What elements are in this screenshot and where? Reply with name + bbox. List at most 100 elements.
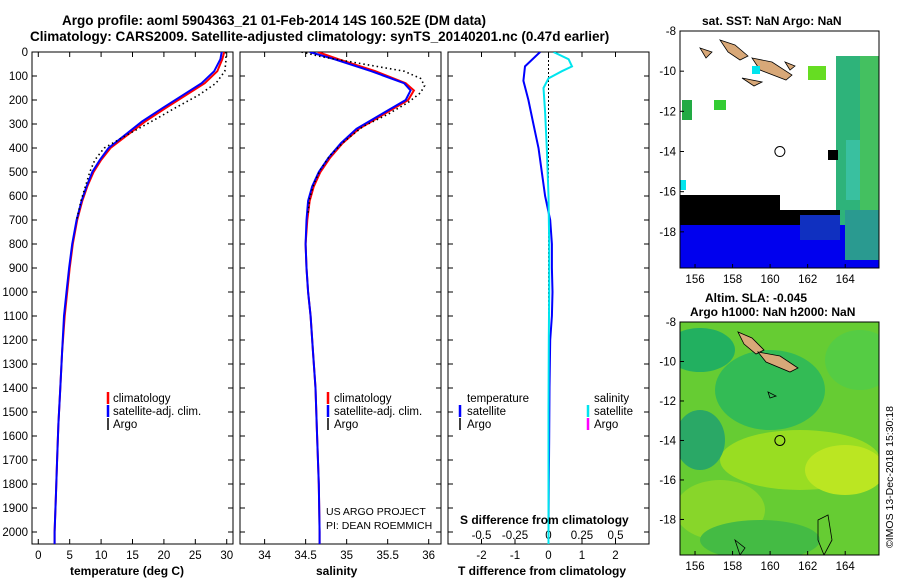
- project-credit: US ARGO PROJECT: [326, 506, 426, 518]
- map-lon-label: 162: [798, 561, 817, 573]
- series-line-satellite-adj-clim-: [53, 52, 223, 544]
- sst-pixel-block: [752, 66, 760, 74]
- x-tick-label: 2: [612, 550, 618, 562]
- sst-pixel-block: [682, 100, 692, 120]
- legend-argo-label: Argo: [334, 419, 358, 431]
- salinity-legend: climatology satellite-adj. clim. Argo: [326, 392, 422, 431]
- sst-pixel-block: [846, 140, 860, 200]
- depth-tick-labels: 0 100 200 300 400 500 600 700 800 900 1000 1100 1200…: [2, 47, 28, 539]
- x-tick-label: 30: [220, 550, 233, 562]
- island-shape: [719, 39, 749, 61]
- sla-map-title-1: Altim. SLA: -0.045: [705, 291, 807, 305]
- x-tick-label: 25: [189, 550, 202, 562]
- imos-credit: ©IMOS 13-Dec-2018 15:30:18: [884, 406, 896, 548]
- island-shape: [699, 47, 713, 59]
- sst-map-frame: [679, 30, 880, 269]
- x-tick-label: -1: [510, 550, 520, 562]
- sst-pixel-block: [808, 66, 826, 80]
- map-lat-label: -16: [659, 187, 676, 199]
- sla-field-patch: [700, 520, 820, 555]
- x-tick-label: 34: [258, 550, 271, 562]
- series-line-argo: [75, 52, 227, 221]
- s-diff-tick-label: -0.25: [502, 530, 528, 542]
- map-lon-label: 164: [836, 561, 856, 573]
- map-lat-label: -16: [659, 475, 676, 487]
- map-lat-label: -10: [659, 66, 676, 78]
- legend-t-argo-label: Argo: [467, 419, 491, 431]
- sst-map: [680, 31, 879, 268]
- map-lat-label: -12: [659, 106, 676, 118]
- depth-tick-label: 1000: [2, 287, 28, 299]
- map-lat-label: -8: [666, 26, 676, 38]
- coastline: [734, 538, 746, 555]
- depth-tick-label: 1800: [2, 479, 28, 491]
- x-tick-label: 34.5: [294, 550, 316, 562]
- map-lon-label: 160: [761, 561, 780, 573]
- difference-legend: temperature satellite Argo salinity sate…: [458, 393, 633, 431]
- sla-map-ticks: 156 158 160 162 164 -8 -10 -12 -14 -16 -18: [659, 317, 855, 573]
- depth-tick-label: 300: [9, 119, 28, 131]
- sst-pixel-block: [800, 215, 840, 240]
- temperature-legend: climatology satellite-adj. clim. Argo: [106, 392, 201, 431]
- salinity-axis-label: salinity: [316, 564, 358, 578]
- depth-tick-label: 700: [9, 215, 28, 227]
- temperature-panel-frame: [31, 51, 234, 545]
- legend-climatology-label: climatology: [334, 393, 392, 405]
- series-line-climatology: [53, 52, 226, 544]
- map-lat-label: -14: [659, 147, 676, 159]
- series-line-argo: [301, 52, 426, 213]
- legend-satellite-label: satellite-adj. clim.: [113, 406, 201, 418]
- sst-map-ticks: 156 158 160 162 164 -8 -10 -12 -14 -16 -18: [659, 26, 855, 286]
- map-lat-label: -14: [659, 435, 676, 447]
- depth-tick-label: 500: [9, 167, 28, 179]
- depth-tick-label: 900: [9, 263, 28, 275]
- island-shape: [741, 77, 764, 87]
- sst-pixel-block: [845, 210, 879, 260]
- temperature-ticks: 0 5 10 15 20 25 30: [32, 51, 233, 562]
- sla-field-patch: [680, 410, 725, 470]
- map-lon-label: 158: [723, 274, 742, 286]
- series-line-satellite-adj-clim-: [304, 52, 412, 544]
- depth-tick-label: 1300: [2, 359, 28, 371]
- map-lon-label: 160: [761, 274, 780, 286]
- map-lon-label: 164: [836, 274, 856, 286]
- series-line-salinity-satellite: [542, 52, 574, 544]
- sla-field-patch: [825, 330, 879, 390]
- title-line-2: Climatology: CARS2009. Satellite-adjuste…: [30, 29, 609, 44]
- island-shape: [784, 61, 796, 71]
- x-tick-label: 15: [126, 550, 139, 562]
- legend-s-satellite-label: satellite: [594, 406, 633, 418]
- depth-tick-label: 800: [9, 239, 28, 251]
- x-tick-label: 20: [158, 550, 171, 562]
- difference-axis-label: T difference from climatology: [458, 564, 626, 578]
- map-lat-label: -8: [666, 317, 676, 329]
- profile-location-marker: [774, 434, 786, 446]
- x-tick-label: 0: [545, 550, 551, 562]
- temperature-axis-label: temperature (deg C): [70, 564, 184, 578]
- x-tick-label: 35.5: [376, 550, 398, 562]
- x-tick-label: 1: [579, 550, 585, 562]
- difference-ticks: -2 -1 0 1 2: [448, 51, 649, 562]
- s-diff-tick-label: 0.5: [608, 530, 624, 542]
- salinity-panel-frame: [239, 51, 442, 545]
- map-lon-label: 162: [798, 274, 817, 286]
- coastline: [817, 514, 833, 555]
- sst-pixel-block: [860, 56, 879, 256]
- legend-argo-label: Argo: [113, 419, 137, 431]
- difference-series: [522, 52, 574, 544]
- s-diff-tick-label: 0.25: [571, 530, 593, 542]
- depth-tick-label: 1600: [2, 431, 28, 443]
- x-tick-label: -2: [476, 550, 486, 562]
- depth-tick-label: 1200: [2, 335, 28, 347]
- depth-tick-label: 100: [9, 71, 28, 83]
- sla-map: [680, 322, 879, 555]
- legend-t-satellite-label: satellite: [467, 406, 506, 418]
- legend-climatology-label: climatology: [113, 393, 171, 405]
- map-lat-label: -12: [659, 396, 676, 408]
- depth-tick-label: 600: [9, 191, 28, 203]
- sst-map-title: sat. SST: NaN Argo: NaN: [702, 14, 842, 28]
- x-tick-label: 10: [95, 550, 108, 562]
- sst-pixel-block: [680, 180, 686, 190]
